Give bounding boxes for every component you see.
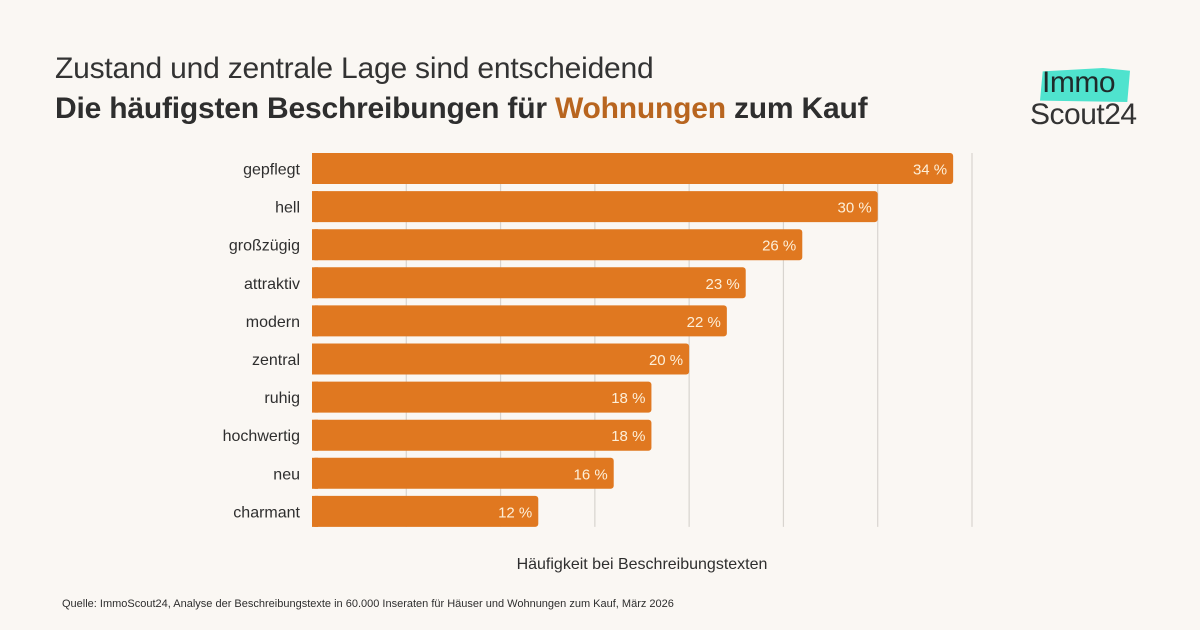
logo-immo-text: Immo — [1042, 66, 1116, 99]
immoscout24-logo: Immo Scout24 — [1030, 64, 1145, 134]
value-label: 26 % — [762, 238, 796, 255]
bar-hochwertig — [312, 419, 652, 451]
chart-subtitle: Zustand und zentrale Lage sind entscheid… — [55, 52, 654, 85]
bar-left-edge — [312, 457, 318, 489]
category-label: großzügig — [229, 238, 300, 255]
bar-charmant — [312, 495, 539, 527]
bar-zentral — [312, 343, 690, 375]
bar-großzügig — [312, 229, 803, 261]
bar-left-edge — [312, 343, 318, 375]
category-label: hochwertig — [223, 428, 300, 445]
x-axis-label: Häufigkeit bei Beschreibungstexten — [516, 556, 768, 573]
category-label: neu — [273, 466, 300, 483]
value-label: 30 % — [838, 200, 872, 217]
bar-left-edge — [312, 229, 318, 261]
category-label: zentral — [252, 352, 300, 369]
source-note: Quelle: ImmoScout24, Analyse der Beschre… — [62, 598, 674, 610]
category-label: modern — [246, 314, 300, 331]
title-part-2: zum Kauf — [725, 92, 868, 125]
category-label: charmant — [233, 504, 300, 521]
logo-badge-shape — [1040, 68, 1130, 102]
bar-left-edge — [312, 267, 318, 299]
value-label: 22 % — [687, 314, 721, 331]
category-label: ruhig — [264, 390, 300, 407]
bar-left-edge — [312, 191, 318, 223]
value-label: 12 % — [498, 504, 532, 521]
bar-attraktiv — [312, 267, 746, 299]
bar-left-edge — [312, 153, 318, 184]
category-label: attraktiv — [244, 276, 300, 293]
bar-ruhig — [312, 381, 652, 413]
bar-left-edge — [312, 305, 318, 337]
value-label: 18 % — [611, 428, 645, 445]
title-accent: Wohnungen — [554, 92, 726, 125]
category-label: hell — [275, 200, 300, 217]
bar-left-edge — [312, 419, 318, 451]
title-part-1: Die häufigsten Beschreibungen für — [55, 92, 555, 125]
value-label: 18 % — [611, 390, 645, 407]
bar-left-edge — [312, 381, 318, 413]
bar-gepflegt — [312, 153, 954, 184]
value-label: 16 % — [574, 466, 608, 483]
bar-neu — [312, 457, 614, 489]
value-label: 23 % — [706, 276, 740, 293]
value-label: 20 % — [649, 352, 683, 369]
value-label: 34 % — [913, 162, 947, 179]
bar-modern — [312, 305, 727, 337]
bar-hell — [312, 191, 878, 223]
chart-title: Die häufigsten Beschreibungen für Wohnun… — [55, 92, 868, 126]
category-label: gepflegt — [243, 162, 300, 179]
logo-scout-text: Scout24 — [1030, 98, 1137, 131]
bar-left-edge — [312, 495, 318, 527]
